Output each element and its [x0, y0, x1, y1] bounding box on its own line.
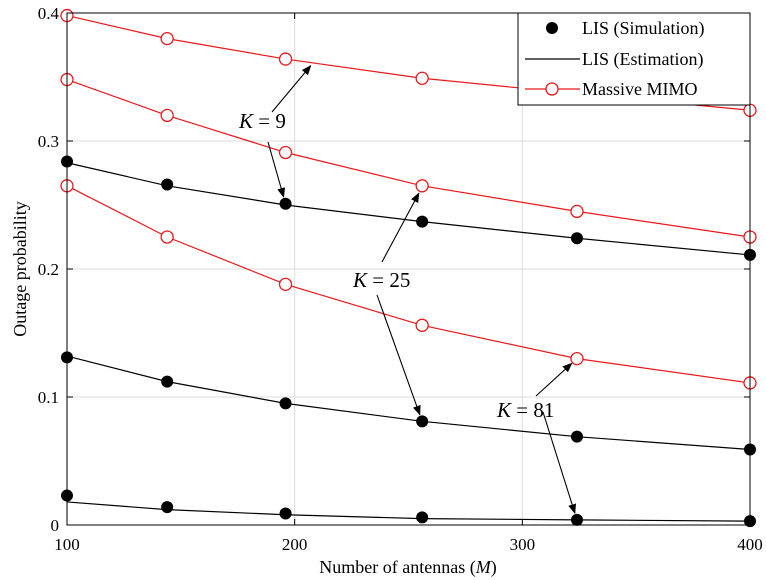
lis-simulation-point	[279, 397, 292, 410]
y-tick-label: 0.1	[38, 388, 59, 407]
y-tick-label: 0.3	[38, 132, 59, 151]
annotation-label: K = 9	[238, 109, 286, 133]
annotation-label: K = 81	[496, 398, 554, 422]
massive-mimo-point	[415, 71, 429, 85]
massive-mimo-line-k-25	[66, 78, 751, 238]
massive-mimo-point	[415, 179, 429, 193]
massive-mimo-point	[160, 230, 174, 244]
lis-simulation-point	[570, 232, 583, 245]
lis-simulation-point	[416, 215, 429, 228]
lis-simulation-point	[279, 507, 292, 520]
annotation-arrow	[271, 64, 312, 113]
massive-mimo-point	[570, 204, 584, 219]
massive-mimo-point	[278, 277, 293, 292]
massive-mimo-line-k-81	[66, 185, 751, 384]
lis-simulation-point	[161, 178, 174, 191]
lis-simulation-point	[570, 513, 583, 526]
ticks-group: 100 200 300 400 0 0.1 0.2 0.3 0.4	[38, 4, 763, 554]
lis-estimation-line-k-81	[66, 501, 751, 522]
annotation-label: K = 25	[352, 268, 410, 292]
massive-mimo-point	[278, 145, 293, 160]
annotations-group: K = 9 K = 25 K = 81	[238, 64, 576, 515]
legend: LIS (Simulation) LIS (Estimation) Massiv…	[517, 12, 751, 106]
massive-mimo-point	[160, 108, 174, 123]
annotation-arrow	[542, 411, 576, 515]
annotation-arrow	[381, 192, 420, 263]
annotation-arrow	[535, 362, 573, 397]
annotation-arrow	[267, 141, 286, 198]
massive-mimo-point	[160, 31, 174, 46]
y-tick-label: 0.2	[38, 260, 59, 279]
lis-simulation-point	[161, 501, 174, 514]
legend-label-lis-estimation: LIS (Estimation)	[582, 49, 703, 70]
x-tick-label: 400	[737, 535, 763, 554]
x-tick-label: 200	[282, 535, 308, 554]
lis-estimation-line-k-9	[66, 162, 751, 256]
lis-simulation-point	[416, 511, 429, 524]
lis-simulation-point	[416, 415, 429, 428]
x-tick-label: 300	[510, 535, 536, 554]
massive-mimo-point	[415, 318, 429, 332]
massive-mimo-point	[570, 351, 584, 366]
lis-simulation-point	[570, 430, 583, 443]
legend-marker-massive-mimo	[545, 82, 559, 96]
legend-marker-lis-simulation	[546, 22, 558, 34]
x-axis-label: Number of antennas (M)	[319, 557, 496, 578]
lis-simulation-point	[161, 375, 174, 388]
annotation-arrow	[376, 294, 421, 416]
lis-estimation-line-k-25	[66, 355, 751, 451]
x-tick-label: 100	[54, 535, 80, 554]
legend-label-massive-mimo: Massive MIMO	[582, 79, 698, 99]
lis-simulation-point	[279, 197, 292, 210]
y-tick-label: 0	[51, 516, 60, 535]
y-tick-label: 0.4	[38, 4, 60, 23]
legend-label-lis-simulation: LIS (Simulation)	[582, 18, 705, 39]
massive-mimo-point	[278, 52, 293, 66]
y-axis-label: Outage probability	[10, 201, 30, 336]
